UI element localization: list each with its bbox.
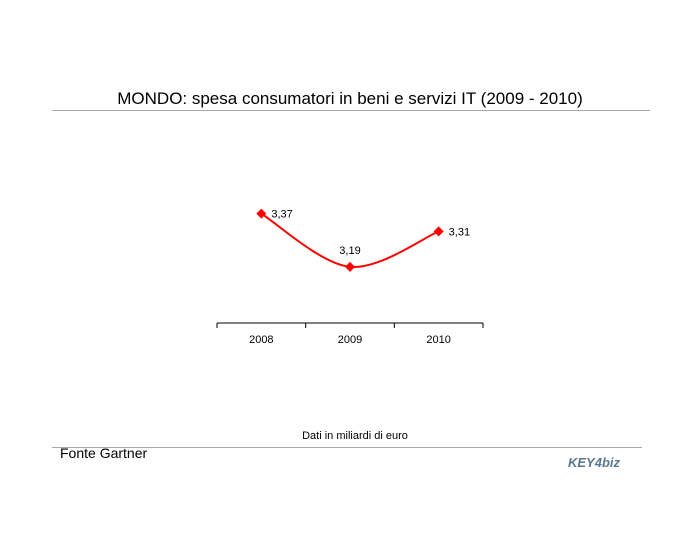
data-label: 3,37 [271,209,292,221]
chart-title: MONDO: spesa consumatori in beni e servi… [117,89,583,108]
x-tick-label: 2008 [249,334,273,346]
data-label: 3,31 [449,226,470,238]
footer-divider [52,447,642,448]
series-line [260,212,440,268]
data-label: 3,19 [339,245,360,257]
data-point-marker [256,208,267,219]
logo-text: KEY4biz [568,455,621,470]
line-chart: 2008 2009 2010 3,37 3,19 3,31 [216,208,484,346]
x-tick-label: 2009 [338,334,362,346]
units-note: Dati in miliardi di euro [302,430,408,442]
source-label: Fonte Gartner [60,445,148,461]
key4biz-logo: KEY4biz [568,455,621,470]
x-tick-label: 2010 [426,334,450,346]
data-point-marker [433,226,444,237]
title-divider [52,110,650,111]
data-point-marker [345,261,355,272]
